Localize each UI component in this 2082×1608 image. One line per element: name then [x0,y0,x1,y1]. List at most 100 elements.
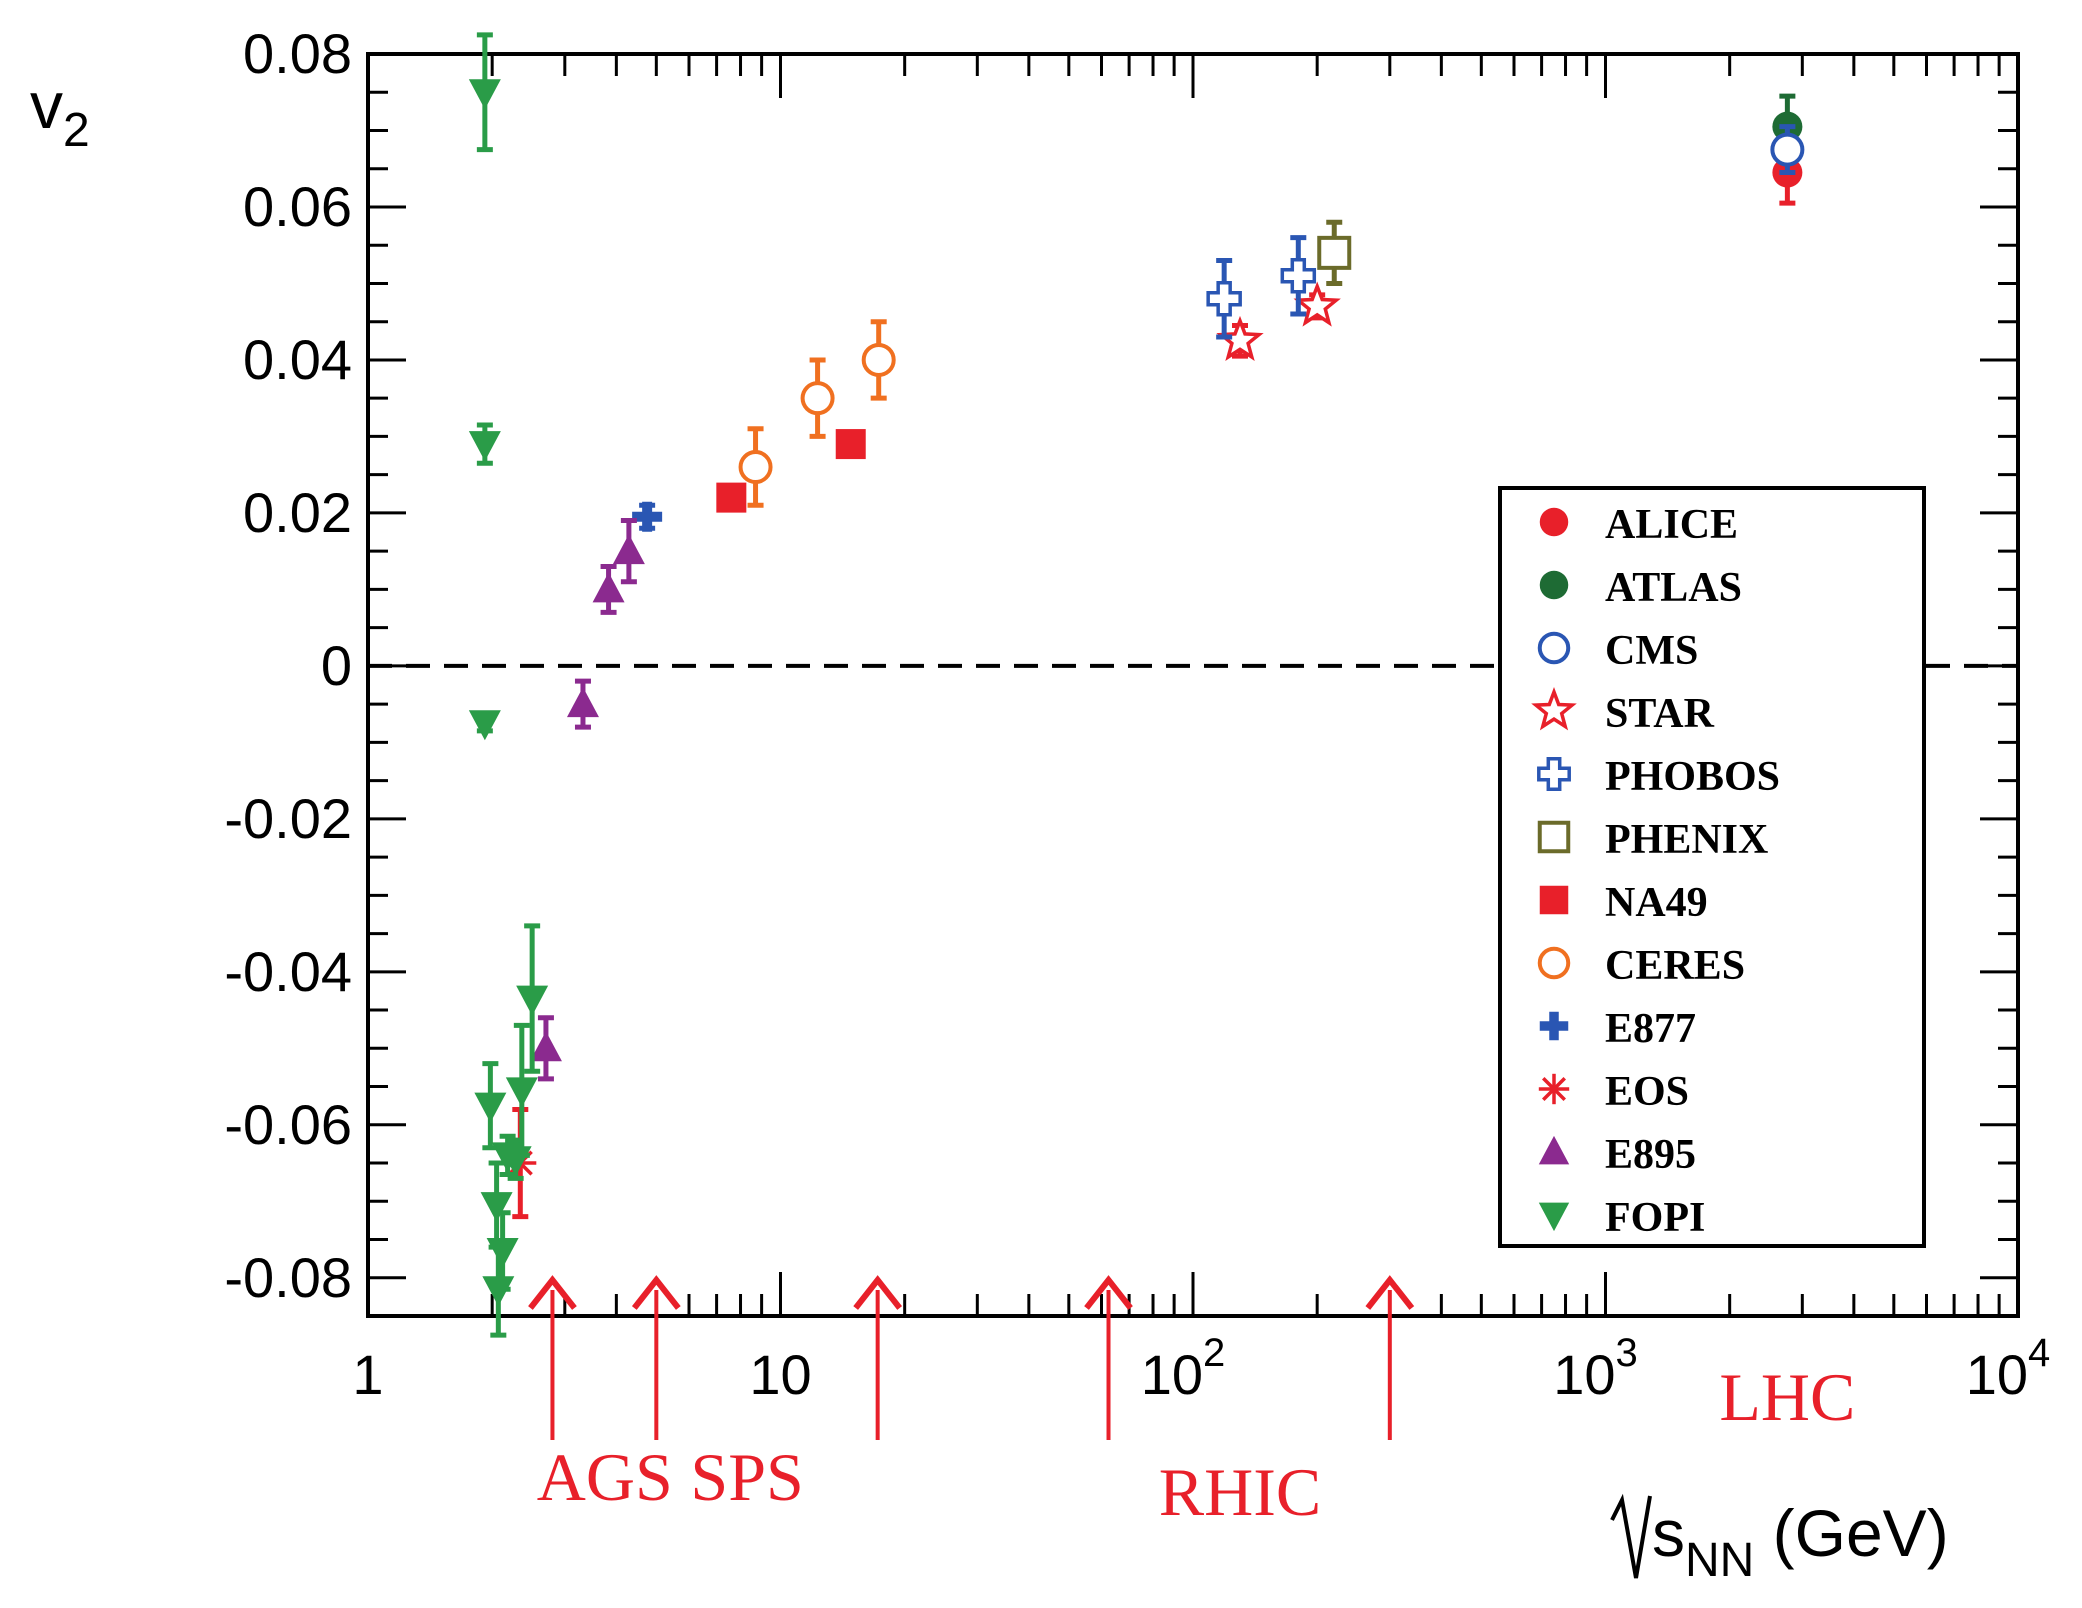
legend-label: CMS [1605,628,1698,674]
legend: ALICE ATLAS CMS STAR PHOBOS PHENIX NA49 CERES E8… [1498,486,1926,1248]
legend-entry-na49: NA49 [1539,880,1708,926]
marker-phobos [1280,258,1317,294]
x-axis-title-unit: (GeV) [1754,1496,1948,1570]
series-na49 [716,429,866,513]
legend-label: E895 [1605,1132,1696,1178]
data-point-e895 [592,563,625,615]
legend-marker [1539,570,1569,600]
region-label-ags: AGS [537,1439,673,1515]
legend-marker [1539,507,1569,537]
legend-entry-eos: EOS [1538,1069,1689,1115]
y-tick-label: 0.02 [243,481,352,544]
data-point-e895 [612,518,645,585]
marker-fopi [505,1077,538,1108]
data-point-fopi [468,422,501,466]
series-e877 [632,501,663,532]
marker-fopi [480,1192,513,1223]
marker-fopi [468,710,501,741]
legend-entry-cms: CMS [1537,628,1698,674]
x-tick-label: 102 [1141,1331,1226,1406]
y-tick-label: -0.04 [224,940,352,1003]
legend-label: FOPI [1605,1195,1705,1241]
marker-na49 [835,429,866,460]
data-point-cms [1770,124,1805,176]
energy-arrow-head [528,1275,577,1310]
series-fopi [468,32,549,1338]
energy-arrow-head [631,1275,681,1310]
x-tick-exponent: 2 [1203,1331,1225,1375]
marker-fopi [516,985,549,1016]
data-point-fopi [516,923,549,1074]
data-point-fopi [468,710,501,741]
axes-layer: -0.08 -0.06 -0.04 -0.02 0 0.02 0.04 0.06 0.08 1 10… [30,22,2050,1587]
data-point-fopi [505,1022,538,1158]
y-tick-label: -0.08 [224,1246,352,1309]
energy-arrow-head [1365,1275,1415,1310]
y-axis-title-main: v [30,68,63,142]
data-point-e895 [566,678,599,730]
data-point-phobos [1206,258,1242,340]
marker-fopi [468,79,501,110]
x-axis-title: sNN (GeV) [1652,1496,1949,1587]
x-tick-label: 10 [749,1343,811,1406]
y-tick-label: 0 [321,634,352,697]
data-point-na49 [716,482,747,513]
legend-marker [1538,1202,1570,1232]
legend-entry-ceres: CERES [1537,943,1745,989]
legend-box [1498,486,1926,1248]
x-tick-base: 1 [352,1343,383,1406]
y-tick-label: -0.02 [224,787,352,850]
legend-marker [1539,1011,1569,1041]
marker-ceres [738,450,773,485]
legend-marker [1537,631,1571,665]
legend-label: STAR [1605,691,1715,737]
series-phobos [1206,235,1317,340]
x-tick-label: 1 [352,1343,383,1406]
energy-arrow [528,1275,577,1440]
legend-marker [1531,687,1577,731]
marker-fopi [482,1276,515,1307]
legend-label: CERES [1605,943,1745,989]
y-tick-label: -0.06 [224,1093,352,1156]
marker-phenix [1317,235,1352,270]
marker-fopi [474,1092,507,1123]
x-axis-title-s: s [1652,1496,1685,1570]
marker-e895 [592,572,625,603]
energy-arrow [1365,1275,1415,1440]
x-tick-label: 103 [1553,1331,1638,1406]
legend-label: NA49 [1605,880,1708,926]
y-tick-label: 0.08 [243,22,352,85]
data-point-fopi [482,1240,515,1338]
marker-phobos [1206,281,1242,317]
legend-label: PHENIX [1605,817,1768,863]
x-tick-label: 104 [1966,1331,2051,1406]
region-label-rhic: RHIC [1159,1454,1321,1530]
legend-label: PHOBOS [1605,754,1780,800]
region-label-sps: SPS [690,1439,803,1515]
legend-marker [1538,1135,1570,1165]
legend-label: ALICE [1605,502,1738,548]
legend-label: EOS [1605,1069,1689,1115]
legend-entry-e895: E895 [1538,1132,1696,1178]
legend-entry-fopi: FOPI [1538,1195,1705,1241]
marker-fopi [468,431,501,462]
series-ceres [738,319,896,508]
energy-arrow-head [1084,1275,1133,1310]
data-point-ceres [800,357,835,439]
legend-label: E877 [1605,1006,1696,1052]
energy-arrow [631,1275,681,1440]
legend-entry-star: STAR [1531,687,1715,737]
x-tick-base: 10 [1141,1343,1203,1406]
legend-marker [1537,757,1571,791]
marker-na49 [716,482,747,513]
legend-label: ATLAS [1605,565,1742,611]
region-label-lhc: LHC [1719,1359,1855,1435]
energy-arrow [853,1275,903,1440]
x-tick-base: 10 [1553,1343,1615,1406]
legend-entry-phobos: PHOBOS [1537,754,1780,800]
data-point-star [1293,281,1341,327]
legend-marker [1537,820,1571,854]
legend-marker [1538,1073,1570,1105]
marker-e895 [566,687,599,718]
